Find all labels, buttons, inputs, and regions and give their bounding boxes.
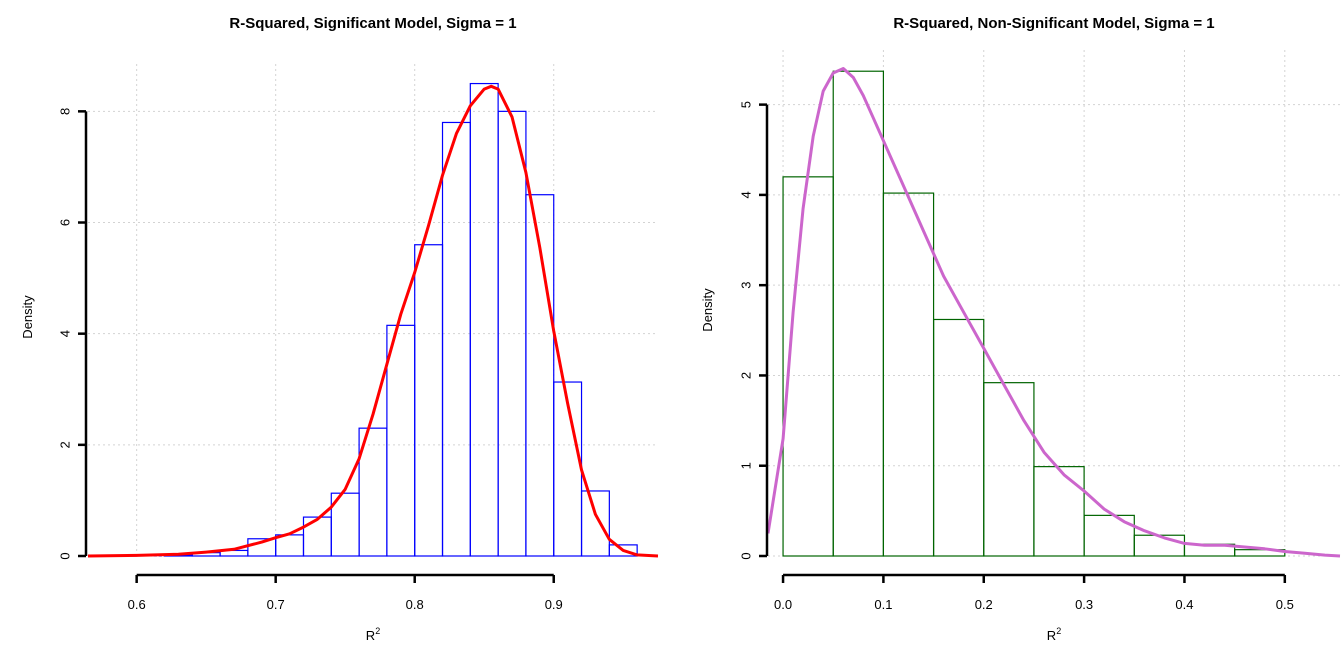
histogram-bar — [497, 110, 527, 557]
x-axis-label-base: R — [1047, 628, 1056, 643]
histogram-bar — [441, 121, 471, 557]
y-tick-label: 2 — [738, 372, 753, 379]
histogram-bars — [108, 82, 638, 557]
histogram-bars — [782, 70, 1286, 557]
x-tick-label: 0.4 — [1175, 597, 1193, 612]
histogram-bar — [1033, 466, 1085, 557]
x-tick-label: 0.8 — [406, 597, 424, 612]
panel-non-significant-model: 0.0 0.1 0.2 0.3 0.4 0.5 0 1 2 3 4 5 R-Squared, Non-… — [700, 15, 1341, 643]
grid-lines — [768, 50, 1340, 557]
grid-lines — [88, 64, 658, 557]
x-axis-label-superscript: 2 — [375, 626, 380, 636]
x-axis-label: R2 — [1047, 626, 1061, 643]
histogram-bar — [608, 544, 638, 557]
panel-significant-model: 0.6 0.7 0.8 0.9 0 2 4 6 8 R-Squared, Significant… — [20, 15, 659, 643]
y-tick-label: 6 — [57, 219, 72, 226]
y-tick-label: 5 — [738, 101, 753, 108]
x-tick-label: 0.1 — [874, 597, 892, 612]
x-tick-label: 0.9 — [545, 597, 563, 612]
x-tick-label: 0.2 — [975, 597, 993, 612]
y-axis-label: Density — [700, 288, 715, 332]
x-axis-label: R2 — [366, 626, 380, 643]
histogram-bar — [932, 318, 985, 557]
y-tick-label: 1 — [738, 462, 753, 469]
histogram-bar — [302, 516, 332, 557]
y-tick-label: 4 — [738, 191, 753, 198]
density-curve — [766, 67, 1341, 558]
y-tick-label: 8 — [57, 108, 72, 115]
chart-title: R-Squared, Significant Model, Sigma = 1 — [229, 15, 516, 32]
histogram-bar — [386, 324, 416, 557]
x-axis-label-base: R — [366, 628, 375, 643]
axes: 0.0 0.1 0.2 0.3 0.4 0.5 0 1 2 3 4 5 — [738, 101, 1293, 612]
density-curve — [87, 84, 659, 558]
y-tick-label: 3 — [738, 282, 753, 289]
x-axis-label-superscript: 2 — [1056, 626, 1061, 636]
axes: 0.6 0.7 0.8 0.9 0 2 4 6 8 — [57, 108, 562, 612]
histogram-bar — [782, 176, 834, 557]
histogram-bar — [414, 244, 444, 557]
histogram-bar — [882, 192, 935, 557]
y-tick-label: 2 — [57, 441, 72, 448]
chart-title: R-Squared, Non-Significant Model, Sigma … — [893, 15, 1214, 32]
y-tick-label: 0 — [57, 552, 72, 559]
histogram-bar — [1133, 534, 1186, 557]
x-tick-label: 0.3 — [1075, 597, 1093, 612]
histogram-bar — [580, 490, 610, 557]
x-tick-label: 0.5 — [1276, 597, 1294, 612]
histogram-bar — [832, 70, 885, 557]
x-tick-label: 0.0 — [774, 597, 792, 612]
x-tick-label: 0.7 — [267, 597, 285, 612]
y-tick-label: 0 — [738, 552, 753, 559]
histogram-bar — [983, 382, 1035, 557]
x-tick-label: 0.6 — [128, 597, 146, 612]
y-axis-label: Density — [20, 295, 35, 339]
histogram-bar — [469, 82, 499, 557]
y-tick-label: 4 — [57, 330, 72, 337]
